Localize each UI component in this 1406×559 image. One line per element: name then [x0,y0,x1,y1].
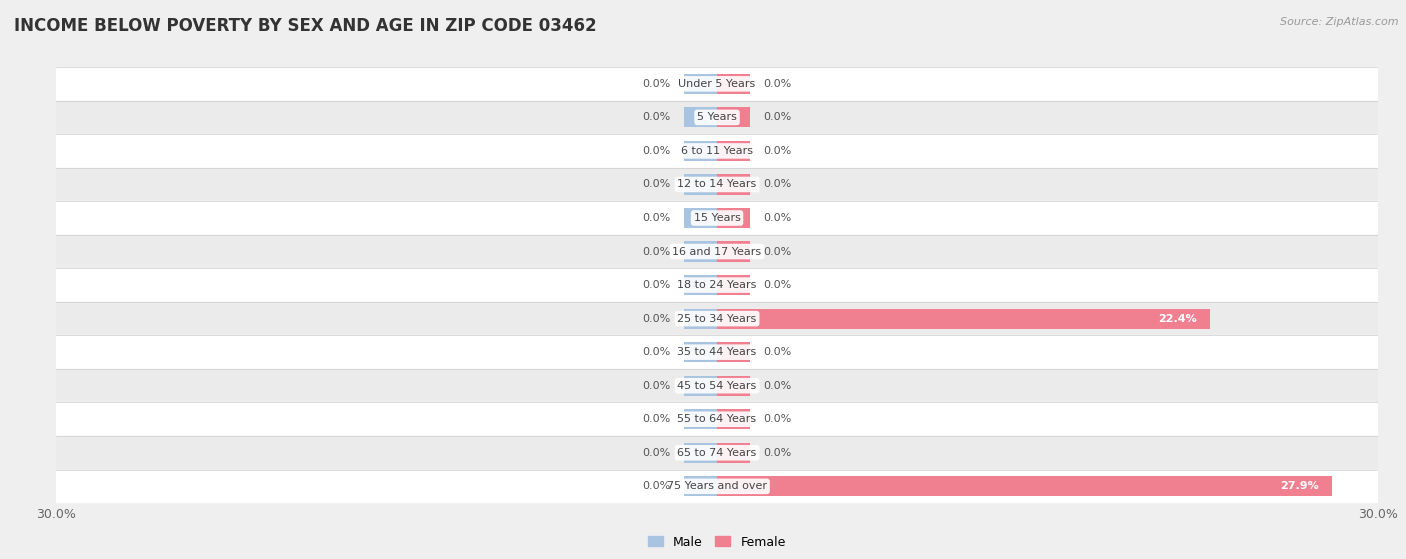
Bar [56,470,1378,503]
Text: 12 to 14 Years: 12 to 14 Years [678,179,756,190]
Bar [685,275,717,295]
Bar [685,309,717,329]
Text: 0.0%: 0.0% [643,79,671,89]
Bar [717,476,1331,496]
Bar [717,443,751,463]
Text: 0.0%: 0.0% [643,112,671,122]
Text: 18 to 24 Years: 18 to 24 Years [678,280,756,290]
Bar [717,208,751,228]
Text: 0.0%: 0.0% [763,79,792,89]
Text: 0.0%: 0.0% [763,146,792,156]
Text: 5 Years: 5 Years [697,112,737,122]
Text: 16 and 17 Years: 16 and 17 Years [672,247,762,257]
Bar [685,376,717,396]
Text: 0.0%: 0.0% [763,414,792,424]
Text: 0.0%: 0.0% [643,381,671,391]
Bar [717,409,751,429]
Bar [717,241,751,262]
Text: 65 to 74 Years: 65 to 74 Years [678,448,756,458]
Text: 0.0%: 0.0% [763,381,792,391]
Text: 0.0%: 0.0% [643,179,671,190]
Bar [685,141,717,161]
Text: 0.0%: 0.0% [643,481,671,491]
Bar [685,74,717,94]
Bar [56,168,1378,201]
Bar [56,436,1378,470]
Text: 35 to 44 Years: 35 to 44 Years [678,347,756,357]
Bar [717,275,751,295]
Bar [56,302,1378,335]
Bar [685,409,717,429]
Bar [717,342,751,362]
Text: 0.0%: 0.0% [763,280,792,290]
Text: 0.0%: 0.0% [643,314,671,324]
Bar [56,101,1378,134]
Bar [685,241,717,262]
Text: 0.0%: 0.0% [643,414,671,424]
Text: 0.0%: 0.0% [643,146,671,156]
Text: 27.9%: 27.9% [1279,481,1319,491]
Text: 0.0%: 0.0% [763,448,792,458]
Bar [56,268,1378,302]
Text: 0.0%: 0.0% [643,280,671,290]
Text: 75 Years and over: 75 Years and over [666,481,768,491]
Bar [717,141,751,161]
Text: 0.0%: 0.0% [643,448,671,458]
Text: 0.0%: 0.0% [643,213,671,223]
Text: 15 Years: 15 Years [693,213,741,223]
Text: 0.0%: 0.0% [763,112,792,122]
Text: 0.0%: 0.0% [763,179,792,190]
Bar [717,74,751,94]
Text: 22.4%: 22.4% [1159,314,1198,324]
Bar [685,107,717,127]
Bar [56,402,1378,436]
Text: 0.0%: 0.0% [643,347,671,357]
Bar [56,201,1378,235]
Text: 6 to 11 Years: 6 to 11 Years [681,146,754,156]
Bar [685,443,717,463]
Text: 0.0%: 0.0% [763,247,792,257]
Text: 45 to 54 Years: 45 to 54 Years [678,381,756,391]
Text: 0.0%: 0.0% [763,347,792,357]
Text: 0.0%: 0.0% [763,213,792,223]
Text: Source: ZipAtlas.com: Source: ZipAtlas.com [1281,17,1399,27]
Bar [56,335,1378,369]
Bar [717,309,1211,329]
Legend: Male, Female: Male, Female [644,530,790,553]
Bar [56,369,1378,402]
Text: Under 5 Years: Under 5 Years [679,79,755,89]
Bar [685,476,717,496]
Bar [717,107,751,127]
Text: 25 to 34 Years: 25 to 34 Years [678,314,756,324]
Bar [685,208,717,228]
Text: INCOME BELOW POVERTY BY SEX AND AGE IN ZIP CODE 03462: INCOME BELOW POVERTY BY SEX AND AGE IN Z… [14,17,596,35]
Text: 55 to 64 Years: 55 to 64 Years [678,414,756,424]
Bar [717,174,751,195]
Bar [685,174,717,195]
Bar [56,235,1378,268]
Bar [56,134,1378,168]
Bar [56,67,1378,101]
Text: 0.0%: 0.0% [643,247,671,257]
Bar [685,342,717,362]
Bar [717,376,751,396]
